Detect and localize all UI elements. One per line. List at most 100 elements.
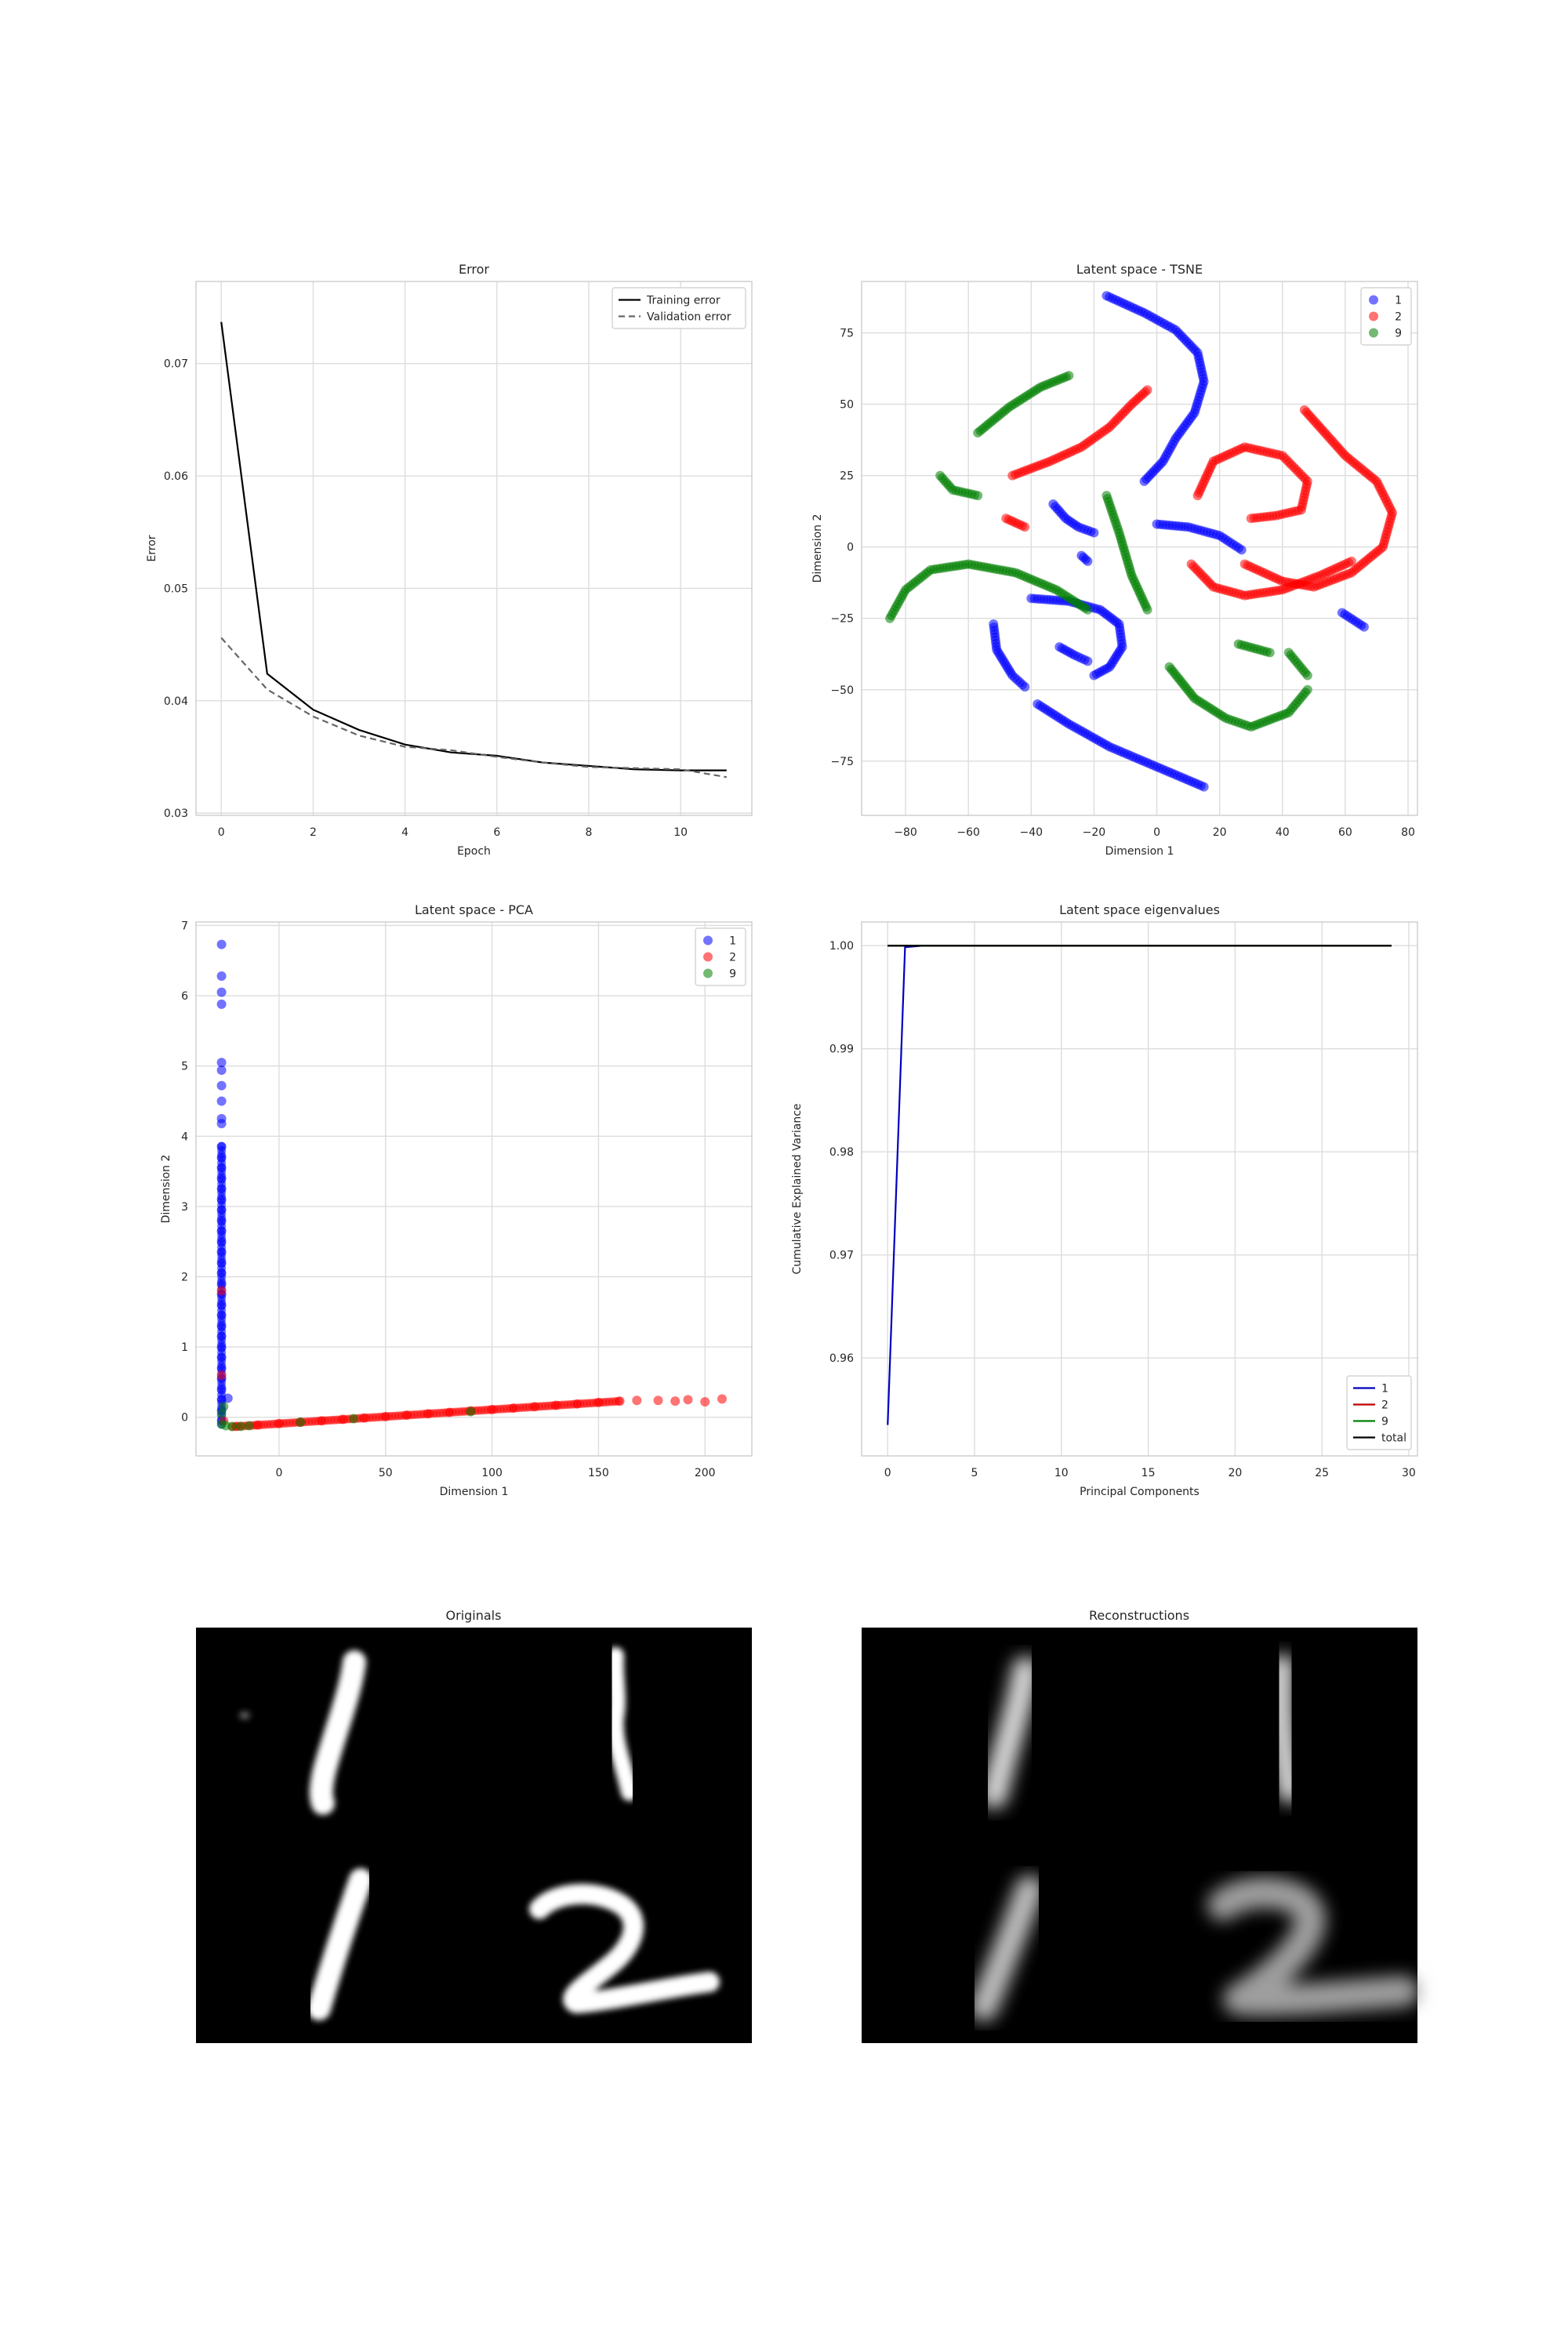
scatter-point-9 xyxy=(466,1406,476,1417)
scatter-point-9 xyxy=(296,1417,306,1427)
scatter-point-1 xyxy=(216,971,227,981)
plot-area xyxy=(862,281,1417,815)
plot-marks xyxy=(216,939,727,1432)
legend-label: 1 xyxy=(1395,295,1402,307)
chart-title: Error xyxy=(459,262,489,277)
legend-label: Validation error xyxy=(647,311,731,324)
x-tick-label: 80 xyxy=(1401,826,1415,839)
scatter-point-9 xyxy=(1142,604,1152,615)
x-tick-label: 15 xyxy=(1142,1467,1156,1479)
legend: 1 2 9 xyxy=(1360,287,1412,346)
scatter-point-2 xyxy=(683,1395,693,1405)
y-tick-label: 0.96 xyxy=(829,1352,854,1365)
plot-frame xyxy=(195,281,753,816)
original-digit-1a xyxy=(239,1650,366,1815)
scatter-point-1 xyxy=(1199,782,1209,792)
scatter-point-2 xyxy=(632,1396,642,1406)
scatter-point-2 xyxy=(1299,405,1309,415)
scatter-point-1 xyxy=(216,939,227,949)
originals-panel: Originals xyxy=(196,1608,752,2043)
x-tick-label: 100 xyxy=(481,1467,503,1479)
x-tick-label: 6 xyxy=(493,826,500,839)
y-tick-label: 0.04 xyxy=(164,695,188,708)
series-line-1 xyxy=(220,637,727,779)
x-tick-label: −40 xyxy=(1020,826,1044,839)
scatter-point-1 xyxy=(217,1142,227,1151)
plot-area xyxy=(862,922,1417,1456)
scatter-point-1 xyxy=(216,1119,227,1129)
x-tick-label: 50 xyxy=(379,1467,393,1479)
legend-label: total xyxy=(1381,1432,1406,1445)
legend-box xyxy=(1346,1375,1412,1450)
scatter-point-2 xyxy=(614,1396,623,1406)
scatter-point-9 xyxy=(227,1421,238,1432)
scatter-point-1 xyxy=(1359,622,1369,632)
x-axis-label: Principal Components xyxy=(1080,1486,1200,1498)
legend-swatch-2 xyxy=(1369,328,1378,338)
scatter-point-9 xyxy=(1302,684,1312,695)
legend-label: 2 xyxy=(729,952,736,964)
legend-swatch-1 xyxy=(703,952,713,962)
legend-box xyxy=(612,287,746,329)
legend-label: 2 xyxy=(1395,311,1402,324)
x-tick-label: 0 xyxy=(275,1467,282,1479)
scatter-point-1 xyxy=(1139,476,1149,486)
x-tick-label: 40 xyxy=(1276,826,1290,839)
scatter-point-1 xyxy=(1020,682,1030,692)
tsne-chart: −80 −60 −40 −20 0 20 40 60 80 −75 −50 −25 0 25 50 75 Lat… xyxy=(811,262,1418,858)
y-tick-label: 1.00 xyxy=(829,940,854,953)
reconstructions-image xyxy=(862,1628,1417,2043)
y-tick-label: −25 xyxy=(830,613,854,626)
y-tick-label: 3 xyxy=(181,1201,188,1214)
x-axis-label: Dimension 1 xyxy=(440,1486,509,1498)
legend: 1 2 9 total xyxy=(1346,1375,1412,1450)
pca-chart: 0 50 100 150 200 0 1 2 3 4 5 6 7 Latent space - PCA Di… xyxy=(160,902,753,1498)
y-tick-label: 0.06 xyxy=(164,470,188,483)
x-tick-label: 0 xyxy=(884,1467,891,1479)
legend-label: 9 xyxy=(1381,1416,1388,1428)
scatter-point-2 xyxy=(717,1394,727,1404)
x-tick-label: 0 xyxy=(218,826,225,839)
scatter-point-9 xyxy=(1064,371,1074,381)
legend-label: 9 xyxy=(729,968,736,981)
plot-area xyxy=(196,922,752,1456)
legend-swatch-1 xyxy=(1369,311,1378,321)
x-tick-label: 30 xyxy=(1402,1467,1416,1479)
original-digit-2 xyxy=(529,1883,720,2013)
originals-image xyxy=(196,1628,752,2043)
scatter-point-2 xyxy=(1020,522,1030,532)
y-tick-label: 4 xyxy=(181,1131,188,1143)
y-tick-label: 0 xyxy=(847,542,854,554)
original-digit-1c xyxy=(307,1868,372,2020)
original-digit-1b xyxy=(606,1647,638,1801)
x-tick-label: 2 xyxy=(310,826,317,839)
x-tick-label: 150 xyxy=(588,1467,609,1479)
scatter-point-1 xyxy=(216,1065,227,1076)
x-tick-label: 8 xyxy=(586,826,593,839)
eigenvalues-chart: 0 5 10 15 20 25 30 0.96 0.97 0.98 0.99 1.00 Latent s… xyxy=(791,902,1418,1498)
legend-swatch-0 xyxy=(1369,295,1378,305)
scatter-point-1 xyxy=(216,1080,227,1091)
x-tick-label: 25 xyxy=(1315,1467,1329,1479)
scatter-point-2 xyxy=(1246,514,1256,524)
y-axis-label: Dimension 2 xyxy=(160,1155,172,1224)
reconstructions-title: Reconstructions xyxy=(1089,1608,1189,1623)
scatter-point-1 xyxy=(1083,556,1093,566)
plot-marks xyxy=(887,945,1392,1425)
x-tick-label: −80 xyxy=(894,826,917,839)
plot-marks xyxy=(220,321,727,779)
legend-swatch-2 xyxy=(703,968,713,978)
plot-frame xyxy=(195,921,753,1457)
chart-title: Latent space eigenvalues xyxy=(1059,902,1220,917)
scatter-point-2 xyxy=(1142,385,1152,395)
y-tick-label: 0.99 xyxy=(829,1044,854,1056)
legend: 1 2 9 xyxy=(695,927,746,986)
scatter-point-9 xyxy=(1302,670,1312,681)
scatter-point-1 xyxy=(216,999,227,1009)
scatter-point-9 xyxy=(219,1402,229,1412)
legend-label: 1 xyxy=(729,935,736,948)
scatter-point-1 xyxy=(216,1058,227,1068)
reconstructed-digit-2 xyxy=(1207,1877,1419,2016)
x-tick-label: 10 xyxy=(1054,1467,1069,1479)
